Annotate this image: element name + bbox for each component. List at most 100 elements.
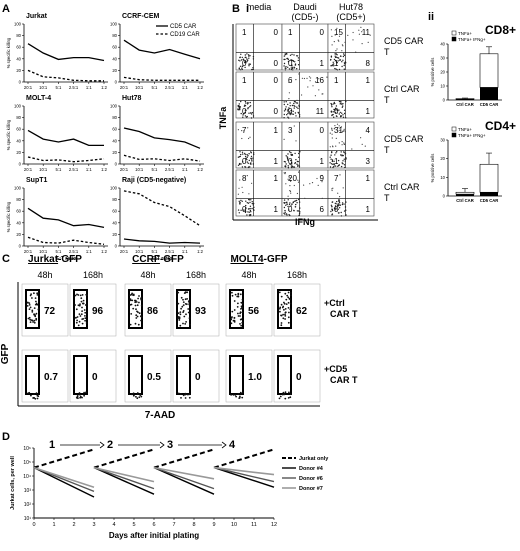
quadrant-value: 0	[334, 107, 339, 116]
x-tick-label: 12	[271, 522, 277, 528]
event-dot	[28, 302, 31, 304]
series-line-donor-4	[33, 466, 95, 498]
event-dot	[335, 53, 337, 55]
event-dot	[245, 207, 247, 209]
series-line-cd19-car	[27, 69, 104, 82]
event-dot	[340, 100, 342, 103]
event-dot	[185, 313, 187, 316]
event-dot	[283, 212, 285, 214]
quadrant-value: 8	[242, 174, 247, 183]
event-dot	[288, 107, 290, 109]
event-dot	[185, 291, 187, 294]
event-dot	[287, 199, 289, 201]
event-dot	[184, 393, 187, 396]
chart-title: Jurkat	[26, 13, 48, 20]
event-dot	[246, 158, 248, 161]
event-dot	[239, 318, 242, 321]
event-dot	[239, 203, 241, 205]
x-tick-label: CD5 CAR	[480, 102, 499, 107]
event-dot	[241, 298, 244, 301]
event-dot	[31, 311, 34, 313]
quadrant-value: 1	[274, 174, 279, 183]
event-dot	[282, 313, 284, 316]
series-line-cd5-car	[27, 43, 105, 62]
flow-plot: 1 0 0 0	[235, 23, 283, 71]
event-dot	[331, 64, 333, 67]
event-dot	[140, 319, 142, 322]
event-dot	[252, 67, 254, 69]
event-dot	[237, 164, 240, 166]
event-dot	[243, 130, 245, 132]
event-dot	[251, 113, 253, 115]
event-dot	[244, 155, 247, 158]
quadrant-value: 0	[288, 107, 293, 116]
event-dot	[290, 205, 292, 207]
event-dot	[138, 396, 141, 399]
event-dot	[33, 321, 36, 324]
quadrant-value: 6	[320, 205, 325, 214]
event-dot	[251, 202, 253, 205]
event-dot	[177, 291, 180, 294]
y-tick-label: 0	[115, 162, 118, 167]
event-dot	[331, 129, 333, 132]
y-axis-label: % positive cells	[430, 58, 435, 87]
event-dot	[337, 130, 339, 132]
event-dot	[292, 113, 295, 116]
event-dot	[287, 66, 289, 69]
event-dot	[135, 314, 138, 317]
event-dot	[232, 319, 235, 322]
event-dot	[250, 155, 253, 158]
event-dot	[239, 323, 241, 325]
event-dot	[334, 125, 336, 127]
event-dot	[241, 200, 243, 202]
event-dot	[337, 192, 339, 194]
x-tick-label: 2.5:1	[165, 249, 175, 254]
event-dot	[240, 100, 242, 103]
event-dot	[28, 308, 31, 310]
event-dot	[318, 78, 320, 80]
event-dot	[286, 156, 288, 158]
event-dot	[231, 294, 234, 297]
event-dot	[246, 60, 248, 63]
event-dot	[74, 294, 77, 297]
y-tick-label: 40	[16, 56, 21, 61]
column-header-sub: (CD5+)	[336, 12, 365, 22]
event-dot	[332, 61, 334, 63]
event-dot	[284, 315, 287, 317]
event-dot	[335, 137, 337, 139]
quadrant-value: 6	[288, 76, 293, 85]
event-dot	[252, 204, 254, 206]
event-dot	[283, 160, 286, 163]
event-dot	[138, 295, 140, 297]
event-dot	[285, 155, 287, 157]
event-dot	[361, 43, 363, 45]
event-dot	[341, 65, 343, 68]
quadrant-value: 1	[320, 157, 325, 166]
event-dot	[336, 48, 338, 50]
event-dot	[239, 391, 242, 394]
event-dot	[290, 166, 293, 168]
quadrant-value: 1	[366, 174, 371, 183]
flow-plot: 1.0	[225, 349, 273, 403]
plot-frame	[281, 23, 329, 71]
event-dot	[294, 112, 297, 114]
event-dot	[33, 393, 35, 395]
event-dot	[231, 291, 233, 294]
event-dot	[285, 213, 288, 215]
event-dot	[81, 294, 84, 296]
event-dot	[241, 151, 244, 153]
event-dot	[248, 193, 250, 195]
event-dot	[288, 117, 290, 119]
y-tick-label: 60	[16, 45, 21, 50]
event-dot	[36, 397, 39, 400]
plot-frame	[281, 71, 329, 119]
event-dot	[182, 304, 185, 306]
event-dot	[283, 301, 285, 304]
event-dot	[314, 81, 317, 83]
event-dot	[303, 77, 305, 80]
event-dot	[296, 192, 298, 195]
event-dot	[82, 299, 85, 302]
y-axis-label: Jurkat cells, per well	[10, 456, 16, 510]
event-dot	[289, 214, 291, 217]
